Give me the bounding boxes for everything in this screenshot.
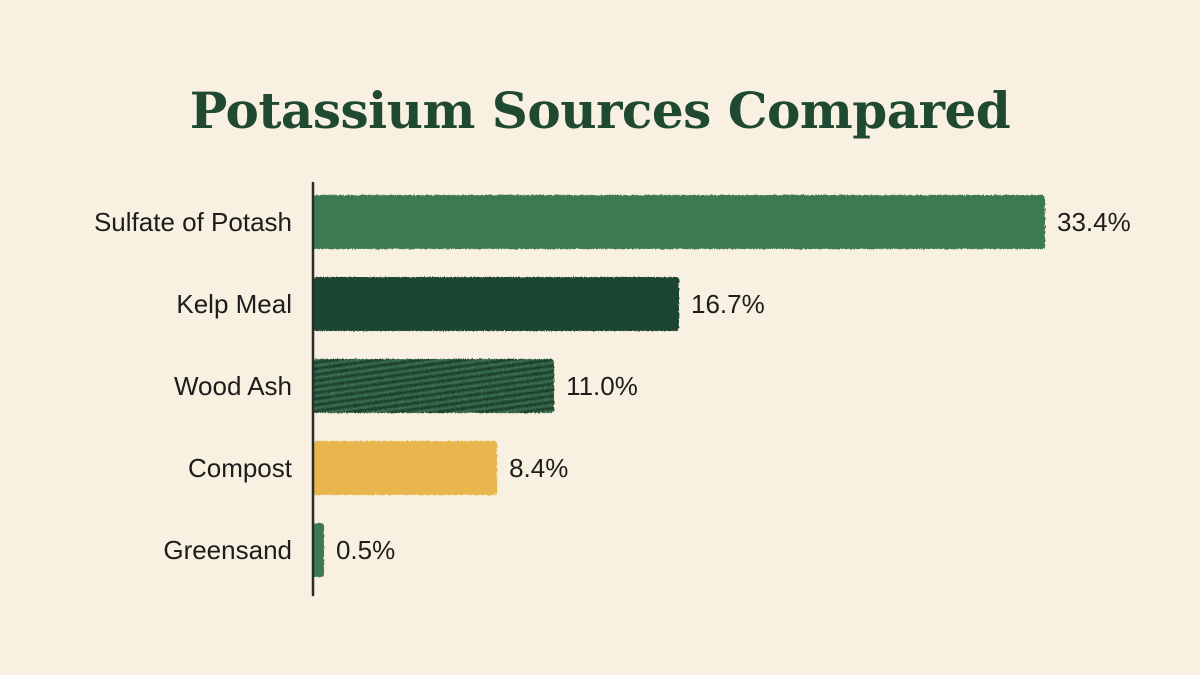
labels-layer: Sulfate of Potash 33.4% Kelp Meal 16.7% Wood… [94,207,1131,565]
bar-greensand [313,523,324,577]
bar-sulfate-of-potash [313,195,1045,249]
bars-layer [313,195,1045,577]
value-label: 0.5% [336,535,395,565]
value-label: 8.4% [509,453,568,483]
chart-title: Potassium Sources Compared [189,81,1011,140]
category-label: Sulfate of Potash [94,207,292,237]
category-label: Kelp Meal [176,289,292,319]
bar-compost [313,441,498,495]
category-label: Compost [188,453,293,483]
value-label: 16.7% [691,289,765,319]
bar-wood-ash [313,359,555,413]
value-label: 33.4% [1057,207,1131,237]
bar-kelp-meal [313,277,679,331]
category-label: Greensand [163,535,292,565]
value-label: 11.0% [566,371,638,401]
category-label: Wood Ash [174,371,292,401]
